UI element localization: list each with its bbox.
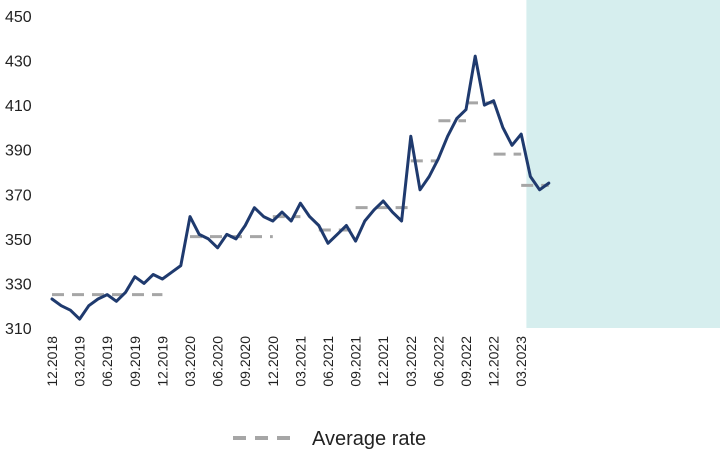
legend-label-average-rate: Average rate <box>312 428 426 450</box>
legend: Average rate <box>233 428 426 450</box>
y-tick-label: 370 <box>5 187 32 204</box>
y-tick-label: 390 <box>5 143 32 160</box>
y-tick-label: 410 <box>5 98 32 115</box>
x-tick-label: 03.2020 <box>182 336 198 387</box>
highlight-region <box>526 0 720 328</box>
rate-line-layer <box>50 54 551 321</box>
x-tick-label: 06.2019 <box>99 336 115 387</box>
x-axis-ticks: 12.2018 03.2019 06.2019 09.2019 12.2019 03.20… <box>44 336 529 387</box>
x-tick-label: 12.2020 <box>265 336 281 387</box>
x-tick-label: 03.2022 <box>403 336 419 387</box>
y-tick-label: 350 <box>5 232 32 249</box>
y-tick-label: 310 <box>5 321 32 338</box>
x-tick-label: 12.2018 <box>44 336 60 387</box>
x-tick-label: 06.2021 <box>320 336 336 387</box>
highlight-region-layer <box>526 0 720 328</box>
y-axis-ticks: 310 330 350 370 390 410 430 450 <box>5 9 32 338</box>
x-tick-label: 03.2021 <box>292 336 308 387</box>
rate-series-line <box>50 54 551 321</box>
average-rate-layer <box>52 101 549 297</box>
x-tick-label: 09.2022 <box>458 336 474 387</box>
x-tick-label: 12.2022 <box>486 336 502 387</box>
x-tick-label: 09.2021 <box>348 336 364 387</box>
x-tick-label: 12.2021 <box>375 336 391 387</box>
x-tick-label: 03.2023 <box>513 336 529 387</box>
x-tick-label: 03.2019 <box>72 336 88 387</box>
y-tick-label: 330 <box>5 276 32 293</box>
x-tick-label: 12.2019 <box>154 336 170 387</box>
x-tick-label: 06.2022 <box>430 336 446 387</box>
x-tick-label: 09.2019 <box>127 336 143 387</box>
x-tick-label: 06.2020 <box>210 336 226 387</box>
y-tick-label: 450 <box>5 9 32 26</box>
y-tick-label: 430 <box>5 54 32 71</box>
x-tick-label: 09.2020 <box>237 336 253 387</box>
